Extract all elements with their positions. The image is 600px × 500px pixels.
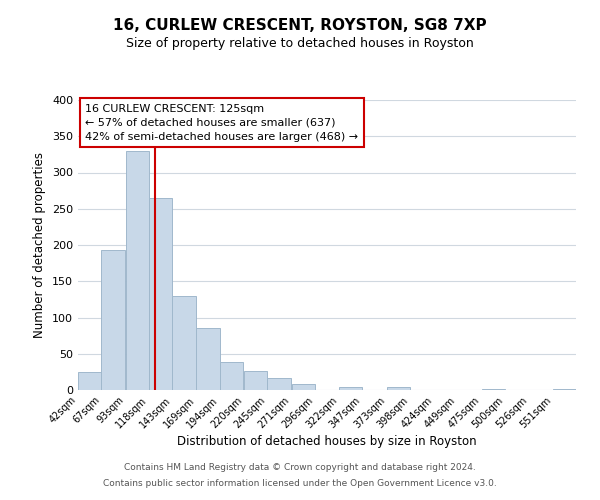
Text: 16, CURLEW CRESCENT, ROYSTON, SG8 7XP: 16, CURLEW CRESCENT, ROYSTON, SG8 7XP (113, 18, 487, 32)
Bar (172, 296, 196, 390)
Bar (553, 388, 576, 390)
Bar (149, 198, 172, 390)
Bar (78, 372, 101, 390)
Text: Size of property relative to detached houses in Royston: Size of property relative to detached ho… (126, 38, 474, 51)
Bar (220, 362, 243, 390)
Text: 16 CURLEW CRESCENT: 125sqm
← 57% of detached houses are smaller (637)
42% of sem: 16 CURLEW CRESCENT: 125sqm ← 57% of deta… (85, 104, 359, 142)
Bar (292, 384, 315, 390)
Text: Contains HM Land Registry data © Crown copyright and database right 2024.: Contains HM Land Registry data © Crown c… (124, 464, 476, 472)
Bar (268, 378, 290, 390)
Bar (482, 388, 505, 390)
Bar (196, 328, 220, 390)
Text: Contains public sector information licensed under the Open Government Licence v3: Contains public sector information licen… (103, 478, 497, 488)
Bar (101, 250, 125, 390)
Y-axis label: Number of detached properties: Number of detached properties (34, 152, 46, 338)
Bar (125, 151, 149, 390)
Bar (386, 387, 410, 390)
X-axis label: Distribution of detached houses by size in Royston: Distribution of detached houses by size … (177, 436, 477, 448)
Bar (244, 371, 268, 390)
Bar (339, 387, 362, 390)
